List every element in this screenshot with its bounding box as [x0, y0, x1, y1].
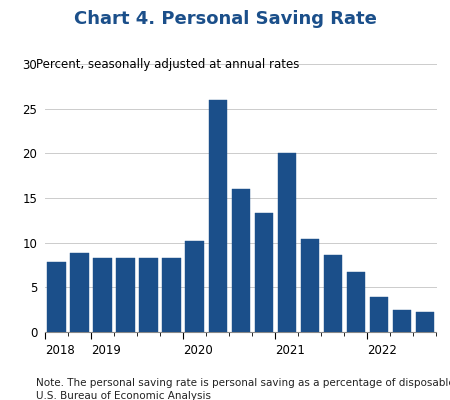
Bar [346, 272, 365, 332]
Text: Note. The personal saving rate is personal saving as a percentage of disposable : Note. The personal saving rate is person… [36, 378, 450, 388]
Bar [416, 312, 434, 332]
Bar [70, 253, 89, 332]
Bar [47, 262, 66, 332]
Bar [208, 100, 227, 332]
Bar [140, 258, 158, 332]
Bar [393, 310, 411, 332]
Bar [370, 297, 388, 332]
Bar [324, 255, 342, 332]
Text: Chart 4. Personal Saving Rate: Chart 4. Personal Saving Rate [73, 10, 377, 28]
Text: Percent, seasonally adjusted at annual rates: Percent, seasonally adjusted at annual r… [36, 58, 299, 71]
Bar [301, 239, 319, 332]
Bar [162, 258, 181, 332]
Bar [93, 258, 112, 332]
Bar [232, 189, 250, 332]
Bar [255, 213, 273, 332]
Text: U.S. Bureau of Economic Analysis: U.S. Bureau of Economic Analysis [36, 391, 211, 400]
Bar [185, 241, 204, 332]
Bar [278, 153, 296, 332]
Bar [117, 258, 135, 332]
